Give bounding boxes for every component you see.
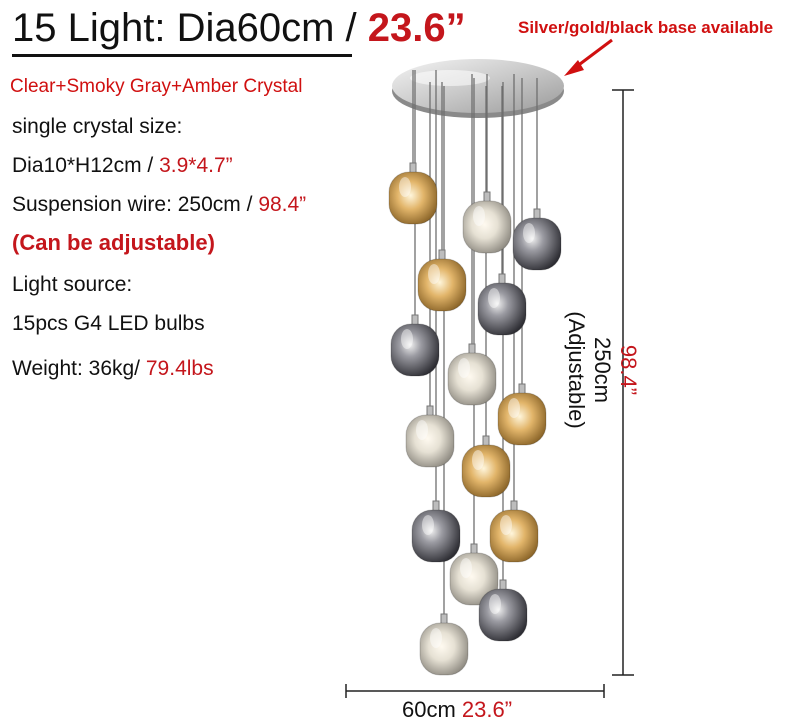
base-availability-note: Silver/gold/black base available (518, 18, 774, 37)
crystal-pendant-clear (449, 543, 499, 606)
crystal-mix-label: Clear+Smoky Gray+Amber Crystal (10, 76, 303, 97)
crystal-pendant-amber (417, 249, 467, 312)
title-separator: / (334, 6, 368, 50)
weight-spec: Weight: 36kg/ 79.4lbs (12, 356, 214, 382)
crystal-pendant-clear (419, 613, 469, 676)
crystal-pendant-clear (462, 191, 512, 254)
wire-label: Suspension wire: 250cm (12, 193, 241, 216)
height-imperial: 98.4” (616, 344, 641, 396)
width-imperial: 23.6” (461, 697, 513, 722)
crystal-pendant-amber (489, 500, 539, 563)
crystal-pendant-amber (497, 383, 547, 446)
crystal-pendant-clear (447, 343, 497, 406)
width-metric: 60cm (402, 697, 456, 722)
crystal-pendant-smoky (411, 500, 461, 563)
light-source-label: Light source: (12, 273, 133, 296)
title-imperial: 23.6” (367, 6, 466, 50)
height-dimension-line (612, 89, 634, 676)
width-dimension-label: 60cm 23.6” (402, 697, 512, 723)
crystal-pendant-smoky (390, 314, 440, 377)
title-underline (12, 54, 352, 57)
arrow-icon (564, 38, 613, 76)
crystal-pendant-clear (405, 405, 455, 468)
crystal-size-imperial: 3.9*4.7” (159, 154, 233, 177)
width-dimension-line (345, 684, 605, 698)
crystal-pendant-smoky (512, 208, 562, 271)
suspension-wire-spec: Suspension wire: 250cm / 98.4” (12, 192, 306, 218)
height-adjustable-note: (Adjustable) (564, 311, 589, 429)
height-metric: 250cm (590, 336, 615, 404)
weight-label: Weight: 36kg/ (12, 357, 141, 380)
crystal-pendants (388, 162, 562, 676)
weight-imperial: 79.4lbs (145, 357, 214, 380)
crystal-size-separator: / (141, 154, 160, 177)
crystal-size-label: single crystal size: (12, 115, 183, 138)
wire-imperial: 98.4” (258, 193, 307, 216)
bulbs-spec: 15pcs G4 LED bulbs (12, 312, 205, 335)
crystal-pendant-smoky (477, 273, 527, 336)
adjustable-note: (Can be adjustable) (12, 230, 215, 255)
crystal-pendant-amber (388, 162, 438, 225)
crystal-size-value: Dia10*H12cm / 3.9*4.7” (12, 153, 233, 179)
page-title: 15 Light: Dia60cm / 23.6” (12, 4, 466, 52)
title-metric: 15 Light: Dia60cm (12, 6, 335, 50)
ceiling-base-plate (392, 59, 564, 118)
wire-separator: / (240, 193, 259, 216)
crystal-pendant-smoky (478, 579, 528, 642)
crystal-size-metric: Dia10*H12cm (12, 154, 142, 177)
height-dimension-label: 98.4” 250cm (Adjustable) (563, 311, 641, 428)
crystal-pendant-amber (461, 435, 511, 498)
